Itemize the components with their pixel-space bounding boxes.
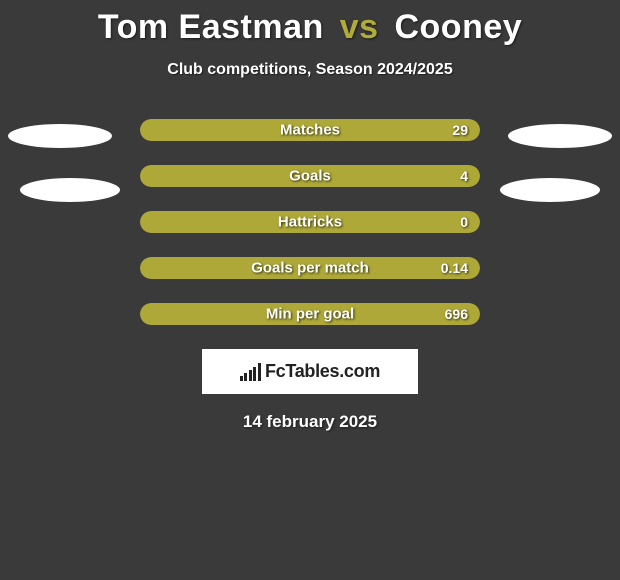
page-title: Tom Eastman vs Cooney bbox=[0, 0, 620, 47]
player1-name: Tom Eastman bbox=[98, 8, 324, 46]
branding-box: FcTables.com bbox=[202, 349, 418, 394]
side-oval bbox=[500, 178, 600, 202]
side-oval bbox=[8, 124, 112, 148]
stat-bar-value: 4 bbox=[460, 168, 468, 184]
stat-bar: Matches29 bbox=[140, 119, 480, 141]
stats-bar-chart: Matches29 Goals4 Hattricks0 Goals per match… bbox=[140, 119, 480, 325]
stat-bar: Hattricks0 bbox=[140, 211, 480, 233]
player2-name: Cooney bbox=[394, 8, 522, 46]
vs-label: vs bbox=[340, 8, 379, 46]
stat-bar-label: Hattricks bbox=[140, 214, 480, 231]
stat-bar: Min per goal696 bbox=[140, 303, 480, 325]
stat-bar-value: 0 bbox=[460, 214, 468, 230]
footer-date: 14 february 2025 bbox=[0, 412, 620, 432]
stat-bar: Goals per match0.14 bbox=[140, 257, 480, 279]
stat-bar-value: 29 bbox=[452, 122, 468, 138]
side-oval bbox=[20, 178, 120, 202]
side-oval bbox=[508, 124, 612, 148]
stat-bar-label: Min per goal bbox=[140, 306, 480, 323]
stat-bar-value: 696 bbox=[445, 306, 468, 322]
subtitle: Club competitions, Season 2024/2025 bbox=[0, 61, 620, 79]
stat-bar-label: Goals bbox=[140, 168, 480, 185]
stat-bar: Goals4 bbox=[140, 165, 480, 187]
stat-bar-label: Goals per match bbox=[140, 260, 480, 277]
logo-bars-icon bbox=[240, 363, 261, 381]
stat-bar-label: Matches bbox=[140, 122, 480, 139]
logo-text: FcTables.com bbox=[265, 361, 380, 382]
stat-bar-value: 0.14 bbox=[441, 260, 468, 276]
